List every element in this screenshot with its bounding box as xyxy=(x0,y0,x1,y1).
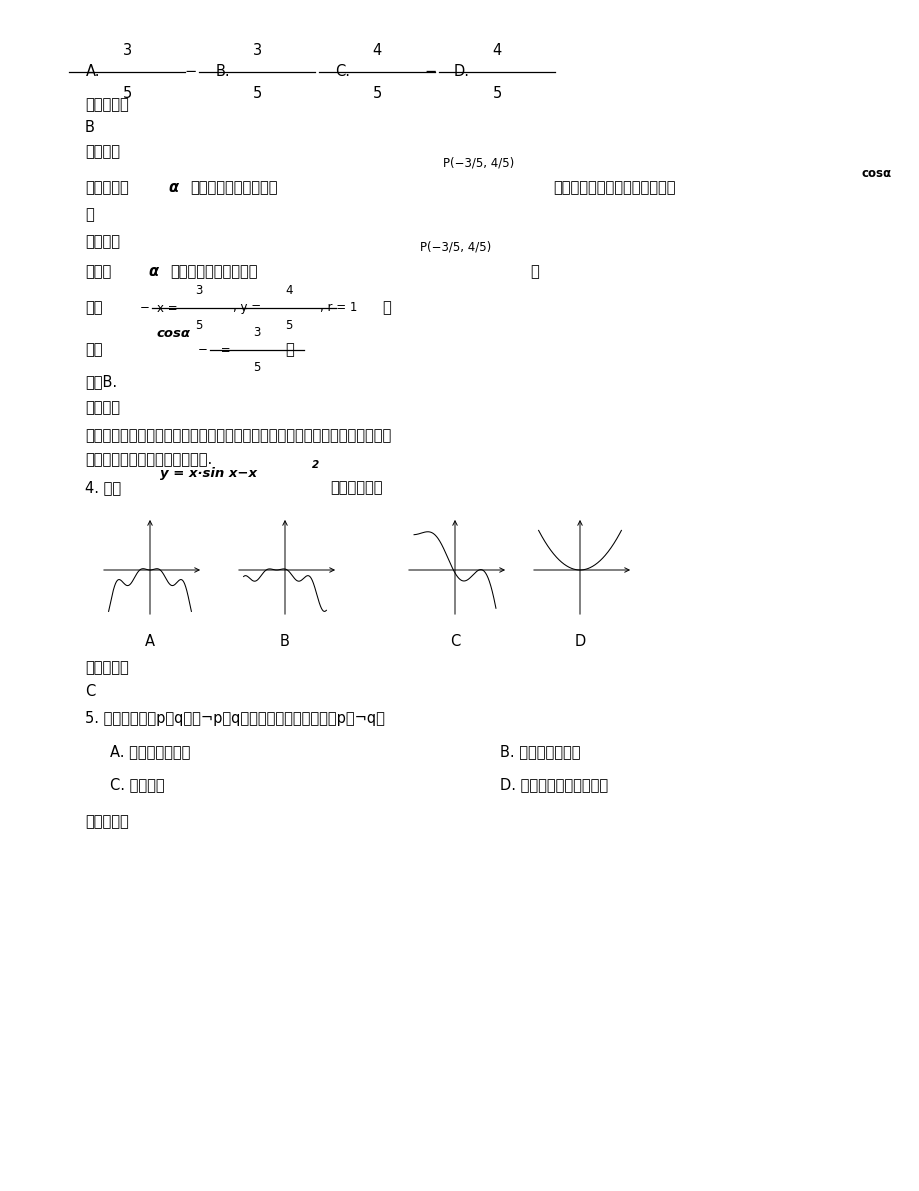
Text: α: α xyxy=(148,264,158,280)
Text: P(−3/5, 4/5): P(−3/5, 4/5) xyxy=(420,241,491,254)
Text: A.: A. xyxy=(85,64,100,80)
Text: 的终边与单位圆交于点: 的终边与单位圆交于点 xyxy=(190,181,278,195)
Text: , y =: , y = xyxy=(233,301,261,314)
Text: 5: 5 xyxy=(253,361,260,374)
Text: 3: 3 xyxy=(252,43,261,58)
Text: A. 充分不必要条件: A. 充分不必要条件 xyxy=(110,744,190,760)
Text: 该题考查的是有关已知角终边上一点求其三角函数値的问题，涉及到的知识点有: 该题考查的是有关已知角终边上一点求其三角函数値的问题，涉及到的知识点有 xyxy=(85,429,391,443)
Text: , r = 1: , r = 1 xyxy=(320,301,357,314)
Text: B: B xyxy=(279,635,289,649)
Text: C: C xyxy=(449,635,460,649)
Text: 5: 5 xyxy=(372,86,381,101)
Text: 。: 。 xyxy=(85,207,94,223)
Text: 【详解】: 【详解】 xyxy=(85,235,119,249)
Text: −: − xyxy=(184,64,196,80)
Text: C: C xyxy=(85,685,96,699)
Text: cosα: cosα xyxy=(860,167,891,180)
Text: 所以: 所以 xyxy=(85,343,102,357)
Text: 3: 3 xyxy=(195,283,202,297)
Text: 的値: 的値 xyxy=(918,181,919,195)
Text: D: D xyxy=(573,635,585,649)
Text: 参考答案：: 参考答案： xyxy=(85,815,129,829)
Text: ，: ， xyxy=(381,300,391,316)
Text: P(−3/5, 4/5): P(−3/5, 4/5) xyxy=(443,157,514,170)
Text: x =: x = xyxy=(157,301,181,314)
Text: −: − xyxy=(139,301,149,314)
Text: 5: 5 xyxy=(492,86,501,101)
Text: 5: 5 xyxy=(195,319,202,332)
Text: D.: D. xyxy=(453,64,470,80)
Text: 根据已知角: 根据已知角 xyxy=(85,181,129,195)
Text: 三角函数的定义，属于简单题目.: 三角函数的定义，属于简单题目. xyxy=(85,453,212,468)
Text: −: − xyxy=(198,343,207,356)
Text: 5: 5 xyxy=(122,86,131,101)
Text: 参考答案：: 参考答案： xyxy=(85,661,129,675)
Text: C.: C. xyxy=(335,64,349,80)
Text: D. 既不充分也不必要条件: D. 既不充分也不必要条件 xyxy=(499,778,607,792)
Text: 4: 4 xyxy=(372,43,381,58)
Text: −: − xyxy=(424,64,436,80)
Text: B: B xyxy=(85,120,95,136)
Text: B.: B. xyxy=(215,64,230,80)
Text: y = x·sin x−x: y = x·sin x−x xyxy=(160,467,256,480)
Text: 【分析】: 【分析】 xyxy=(85,144,119,160)
Text: 参考答案：: 参考答案： xyxy=(85,98,129,112)
Text: 2: 2 xyxy=(312,460,319,470)
Text: A: A xyxy=(145,635,154,649)
Text: C. 充要条件: C. 充要条件 xyxy=(110,778,165,792)
Text: 4. 函数: 4. 函数 xyxy=(85,480,121,495)
Text: 的图象大致为: 的图象大致为 xyxy=(330,480,382,495)
Text: 4: 4 xyxy=(492,43,501,58)
Text: 的终边与单位圆交于点: 的终边与单位圆交于点 xyxy=(170,264,257,280)
Text: 因为角: 因为角 xyxy=(85,264,111,280)
Text: =: = xyxy=(217,343,234,356)
Text: cosα: cosα xyxy=(157,328,191,339)
Text: α: α xyxy=(168,181,177,195)
Text: B. 必要不充分条件: B. 必要不充分条件 xyxy=(499,744,580,760)
Text: 故选B.: 故选B. xyxy=(85,374,117,389)
Text: 3: 3 xyxy=(122,43,131,58)
Text: ，结合三角函数的定义即可得到: ，结合三角函数的定义即可得到 xyxy=(552,181,675,195)
Text: 5: 5 xyxy=(252,86,261,101)
Text: 所以: 所以 xyxy=(85,300,102,316)
Text: ，: ， xyxy=(285,343,293,357)
Text: 【点睛】: 【点睛】 xyxy=(85,400,119,416)
Text: ，: ， xyxy=(529,264,539,280)
Text: 5. 给定两个命题p、q，若¬p是q的必要而不充分条件，则p是¬q的: 5. 给定两个命题p、q，若¬p是q的必要而不充分条件，则p是¬q的 xyxy=(85,711,384,725)
Text: 4: 4 xyxy=(285,283,292,297)
Text: 5: 5 xyxy=(285,319,292,332)
Text: 3: 3 xyxy=(253,326,260,339)
